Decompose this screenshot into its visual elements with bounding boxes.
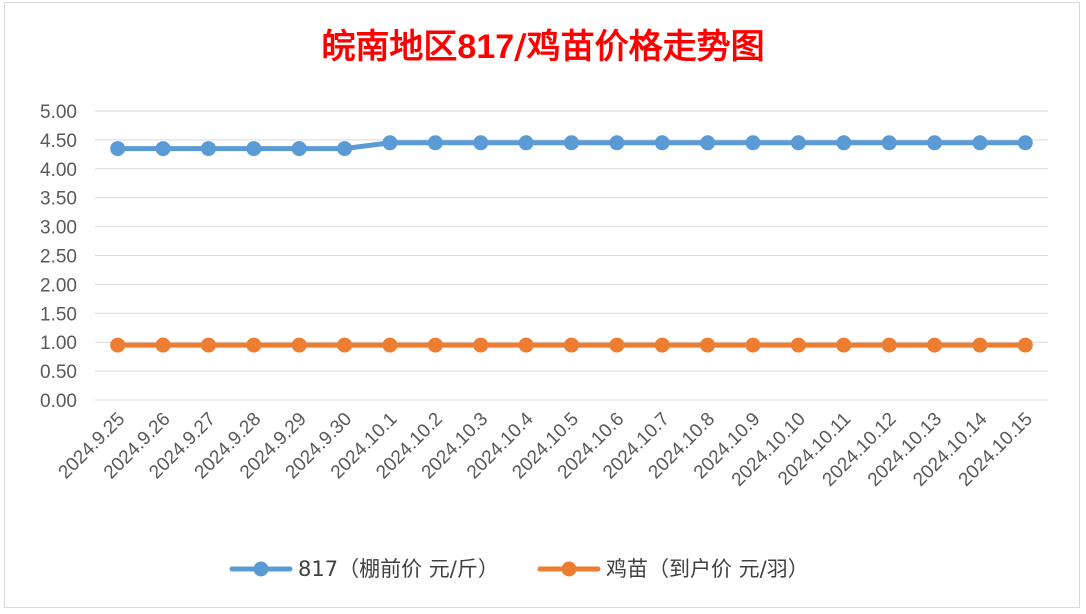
chart-title-code: 817 (457, 28, 514, 66)
y-tick-label: 2.50 (40, 247, 77, 268)
legend-label: 817（棚前价 元/斤） (298, 557, 499, 581)
data-point (291, 141, 307, 157)
data-point (200, 337, 216, 353)
data-point (927, 135, 943, 151)
data-point (836, 135, 852, 151)
legend-entry-1: 817（棚前价 元/斤） (229, 557, 499, 581)
chart-title: 皖南地区817/鸡苗价格走势图 (321, 27, 764, 67)
data-point (337, 337, 353, 353)
data-point (790, 337, 806, 353)
data-point (518, 135, 534, 151)
data-point (836, 337, 852, 353)
data-point (155, 337, 171, 353)
series-2 (110, 337, 1033, 353)
data-point (790, 135, 806, 151)
data-point (609, 135, 625, 151)
data-point (881, 135, 897, 151)
y-tick-label: 1.50 (40, 304, 77, 325)
data-point (1017, 135, 1033, 151)
data-point (700, 337, 716, 353)
y-tick-label: 3.50 (40, 189, 77, 210)
data-point (881, 337, 897, 353)
data-point (110, 141, 126, 157)
chart-title-suffix: /鸡苗价格走势图 (514, 27, 764, 67)
legend-label: 鸡苗（到户价 元/羽） (606, 557, 809, 581)
data-point (155, 141, 171, 157)
legend-entry-2: 鸡苗（到户价 元/羽） (537, 557, 809, 581)
data-point (745, 135, 761, 151)
data-point (382, 337, 398, 353)
legend-swatch-marker (253, 561, 269, 577)
data-point (609, 337, 625, 353)
data-point (427, 135, 443, 151)
y-tick-label: 5.00 (40, 102, 77, 123)
chart-frame (4, 2, 1080, 608)
y-tick-label: 1.00 (40, 333, 77, 354)
data-point (972, 337, 988, 353)
data-point (927, 337, 943, 353)
y-tick-label: 0.00 (40, 391, 77, 412)
data-point (110, 337, 126, 353)
y-axis-tick-labels: 0.00 0.50 1.00 1.50 2.00 2.50 3.00 3.50 4.00 4.50… (40, 102, 77, 412)
data-point (291, 337, 307, 353)
data-point (473, 135, 489, 151)
chart-title-prefix: 皖南地区 (321, 27, 457, 67)
series-layer (110, 135, 1033, 353)
y-tick-label: 3.00 (40, 218, 77, 239)
data-point (337, 141, 353, 157)
data-point (246, 141, 262, 157)
series-1 (110, 135, 1033, 157)
legend: 817（棚前价 元/斤） 鸡苗（到户价 元/羽） (229, 557, 809, 581)
y-tick-label: 2.00 (40, 275, 77, 296)
data-point (654, 337, 670, 353)
data-point (1017, 337, 1033, 353)
gridlines (95, 110, 1048, 401)
y-tick-label: 0.50 (40, 362, 77, 383)
data-point (700, 135, 716, 151)
data-point (745, 337, 761, 353)
data-point (427, 337, 443, 353)
legend-swatch-marker (561, 561, 577, 577)
y-tick-label: 4.00 (40, 160, 77, 181)
data-point (972, 135, 988, 151)
x-axis-tick-labels: 2024.9.252024.9.262024.9.272024.9.282024… (55, 408, 1037, 490)
data-point (564, 337, 579, 353)
data-point (518, 337, 534, 353)
data-point (473, 337, 489, 353)
data-point (654, 135, 670, 151)
data-point (200, 141, 216, 157)
data-point (246, 337, 262, 353)
data-point (382, 135, 398, 151)
y-tick-label: 4.50 (40, 131, 77, 152)
data-point (564, 135, 579, 151)
